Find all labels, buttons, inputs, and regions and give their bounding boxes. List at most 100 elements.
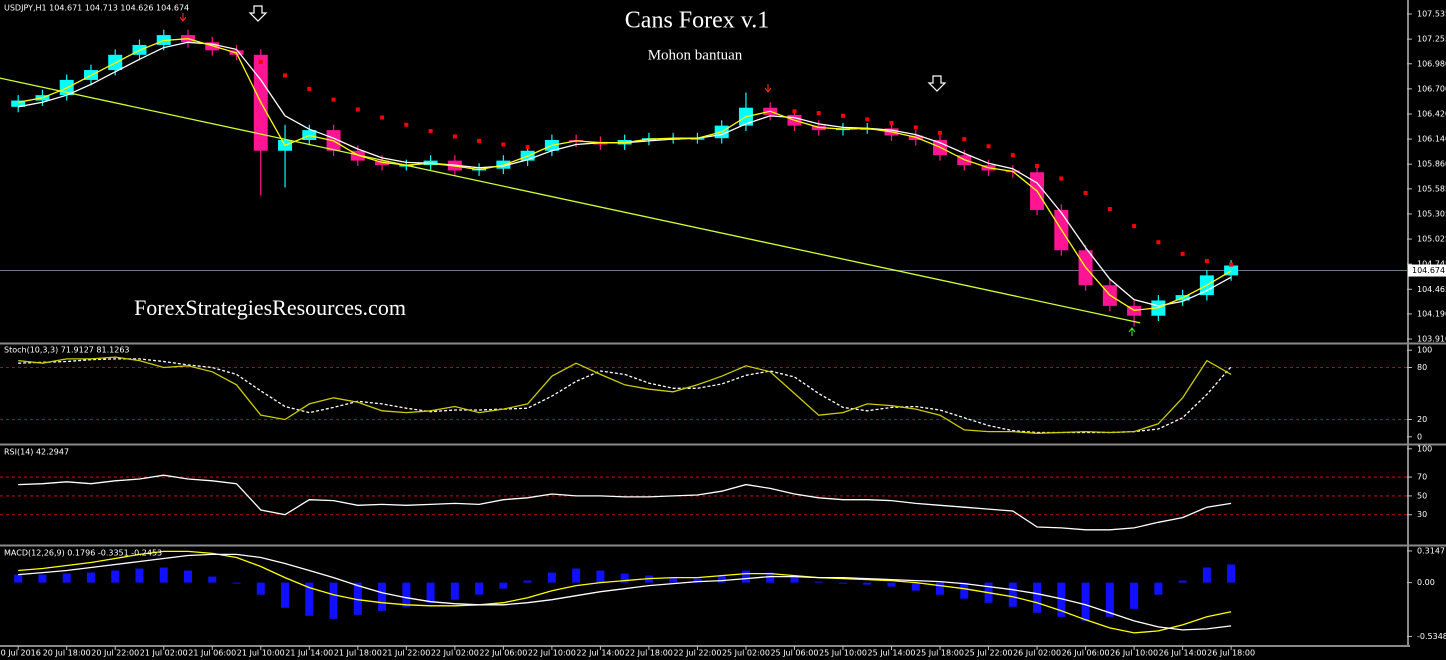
y-tick-label: 106.700 [1417, 84, 1446, 93]
x-tick-label: 21 Jul 14:00 [285, 649, 333, 658]
x-tick-label: 22 Jul 18:00 [625, 649, 673, 658]
histogram-bar [1033, 582, 1042, 613]
indicator-dot [307, 86, 312, 91]
histogram-bar [887, 582, 896, 587]
histogram-bar [741, 570, 750, 583]
histogram-bar [305, 582, 314, 616]
x-tick-label: 22 Jul 22:00 [673, 649, 721, 658]
histogram-bar [523, 580, 532, 583]
y-tick-label: 100 [1417, 346, 1432, 355]
x-tick-label: 25 Jul 22:00 [965, 649, 1013, 658]
panel [0, 29, 1407, 327]
down-arrow [927, 75, 947, 92]
histogram-bar [426, 582, 435, 603]
y-tick-label: 105.585 [1417, 184, 1446, 193]
small-arrow [1128, 327, 1136, 336]
x-tick-label: 26 Jul 06:00 [1062, 649, 1110, 658]
down-arrow [248, 5, 268, 22]
watermark: ForexStrategiesResources.com [134, 295, 406, 320]
histogram-bar [1081, 582, 1090, 621]
x-tick-label: 20 Jul 2016 [0, 649, 41, 658]
y-tick-label: 104.465 [1417, 285, 1446, 294]
histogram-bar [693, 578, 702, 583]
symbol-header: USDJPY,H1 104.671 104.713 104.626 104.67… [4, 4, 189, 13]
y-tick-label: 50 [1417, 491, 1427, 500]
y-tick-label: 106.140 [1417, 135, 1446, 144]
indicator-dot [1132, 224, 1137, 229]
histogram-bar [402, 582, 411, 607]
y-tick-label: 80 [1417, 363, 1427, 372]
indicator-dot [428, 129, 433, 134]
histogram-bar [1227, 564, 1236, 583]
x-tick-label: 26 Jul 02:00 [1013, 649, 1061, 658]
x-tick-label: 25 Jul 10:00 [819, 649, 867, 658]
x-tick-label: 22 Jul 14:00 [576, 649, 624, 658]
chart-title: Cans Forex v.1 [625, 8, 769, 34]
x-tick-label: 25 Jul 06:00 [770, 649, 818, 658]
x-tick-label: 20 Jul 18:00 [43, 649, 91, 658]
panel [0, 474, 1407, 531]
indicator-dot [1156, 240, 1161, 245]
indicator-dot [1180, 251, 1185, 256]
histogram-bar [838, 582, 847, 584]
histogram-bar [184, 570, 193, 583]
y-tick-label: 20 [1417, 415, 1427, 424]
indicator-dot [1083, 190, 1088, 195]
panel [14, 550, 1236, 634]
histogram-bar [111, 570, 120, 583]
histogram-bar [1202, 567, 1211, 583]
indicator-dot [477, 138, 482, 143]
indicator-line [18, 553, 1232, 631]
indicator-dot [889, 120, 894, 125]
indicator-dot [1204, 259, 1209, 264]
indicator-dot [258, 59, 263, 64]
x-tick-label: 21 Jul 22:00 [382, 649, 430, 658]
x-tick-label: 21 Jul 18:00 [334, 649, 382, 658]
histogram-bar [790, 577, 799, 583]
indicator-line [18, 358, 1232, 434]
y-tick-label: 104.190 [1417, 309, 1446, 318]
y-tick-label: 105.025 [1417, 235, 1446, 244]
x-tick-label: 22 Jul 10:00 [528, 649, 576, 658]
indicator-dot [331, 97, 336, 102]
y-tick-label: 103.910 [1417, 335, 1446, 344]
candle-body [1224, 265, 1239, 276]
y-tick-label: 70 [1417, 473, 1427, 482]
indicator-label: RSI(14) 42.2947 [4, 448, 69, 457]
candle-body [860, 128, 875, 130]
histogram-bar [547, 572, 556, 583]
histogram-bar [62, 573, 71, 583]
indicator-dot [380, 115, 385, 120]
indicator-line [18, 38, 1232, 311]
x-tick-label: 21 Jul 02:00 [140, 649, 188, 658]
indicator-dot [938, 130, 943, 135]
signal-arrows [179, 5, 1136, 336]
indicator-dot [452, 134, 457, 139]
x-tick-label: 25 Jul 02:00 [722, 649, 770, 658]
histogram-bar [572, 568, 581, 583]
histogram-bar [1130, 582, 1139, 609]
x-tick-label: 26 Jul 10:00 [1110, 649, 1158, 658]
indicator-dot [816, 111, 821, 116]
histogram-bar [378, 582, 387, 611]
histogram-bar [1154, 582, 1163, 595]
y-tick-label: 30 [1417, 510, 1427, 519]
indicator-dot [1229, 262, 1234, 267]
x-tick-label: 20 Jul 22:00 [91, 649, 139, 658]
histogram-bar [38, 574, 47, 583]
indicator-dot [913, 125, 918, 130]
histogram-bar [329, 582, 338, 619]
x-tick-label: 25 Jul 14:00 [868, 649, 916, 658]
y-tick-label: 105.305 [1417, 209, 1446, 218]
histogram-bar [232, 582, 241, 584]
histogram-bar [450, 582, 459, 600]
indicator-dot [962, 137, 967, 142]
y-tick-label: 0.00 [1417, 578, 1435, 587]
indicator-dot [283, 73, 288, 78]
y-tick-label: 107.535 [1417, 10, 1446, 19]
histogram-bar [256, 582, 265, 595]
histogram-bar [1178, 580, 1187, 583]
indicator-line [18, 356, 1232, 434]
histogram-bar [1105, 582, 1114, 617]
